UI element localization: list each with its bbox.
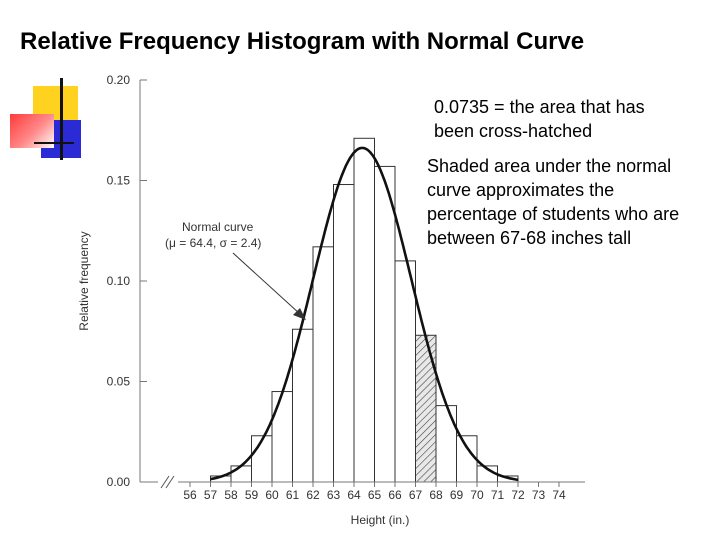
x-tick-label: 72 [511,488,525,502]
histogram-bar [394,260,416,483]
histogram-bar [271,391,293,483]
annotation-shaded-line-4: between 67-68 inches tall [427,228,632,248]
curve-label: Normal curve [182,220,254,234]
x-tick-label: 74 [552,488,566,502]
y-tick-label: 0.05 [107,375,131,389]
y-tick-label: 0.00 [107,475,131,489]
x-tick-label: 66 [388,488,402,502]
x-tick-label: 59 [245,488,259,502]
x-axis-ticks: 56 57 58 59 60 61 62 63 64 65 66 67 68 69 70 71 72 73 74 [183,482,566,502]
annotation-area-value: 0.0735 = the area that has been cross-ha… [434,95,645,143]
annotation-area-line-2: been cross-hatched [434,121,593,141]
histogram-bar-hatched [415,334,437,483]
normal-curve [210,146,519,482]
histogram-bar [456,435,478,483]
horizontal-line-deco [34,142,74,144]
x-tick-label: 61 [286,488,300,502]
x-tick-label: 67 [409,488,423,502]
x-tick-label: 65 [368,488,382,502]
annotation-area-line-1: 0.0735 = the area that has [434,97,645,117]
y-axis-ticks: 0.00 0.05 0.10 0.15 0.20 [107,73,147,489]
histogram-bar [333,184,355,483]
x-tick-label: 69 [450,488,464,502]
x-tick-label: 73 [532,488,546,502]
histogram-bar [374,165,396,483]
histogram-bar [353,137,375,483]
vertical-line-deco [60,78,63,160]
annotation-shaded-line-2: curve approximates the [427,180,615,200]
curve-label-arrowhead [293,308,306,320]
histogram-bars [210,137,519,483]
histogram-bar [435,405,457,483]
x-tick-label: 64 [347,488,361,502]
x-tick-label: 71 [491,488,505,502]
x-tick-label: 70 [470,488,484,502]
slide-title: Relative Frequency Histogram with Normal… [20,28,585,55]
x-tick-label: 68 [429,488,443,502]
curve-label-arrow [232,252,301,315]
annotation-shaded-line-1: Shaded area under the normal [427,156,672,176]
histogram-bar [230,465,252,483]
y-tick-label: 0.20 [107,73,131,87]
decorative-logo [8,78,81,168]
x-tick-label: 60 [265,488,279,502]
histogram-bar [312,246,334,483]
annotation-shaded-explanation: Shaded area under the normal curve appro… [427,154,679,250]
y-tick-label: 0.10 [107,274,131,288]
axis-break-mark-1 [160,475,170,489]
x-tick-label: 58 [224,488,238,502]
x-tick-label: 63 [327,488,341,502]
axis-break-mark-2 [165,475,175,489]
x-tick-label: 62 [306,488,320,502]
y-axis-label: Relative frequency [77,231,91,330]
annotation-shaded-line-3: percentage of students who are [427,204,680,224]
x-tick-label: 57 [204,488,218,502]
curve-params-label: (μ = 64.4, σ = 2.4) [165,236,261,250]
x-tick-label: 56 [183,488,197,502]
y-tick-label: 0.15 [107,174,131,188]
x-axis-label: Height (in.) [351,513,410,527]
